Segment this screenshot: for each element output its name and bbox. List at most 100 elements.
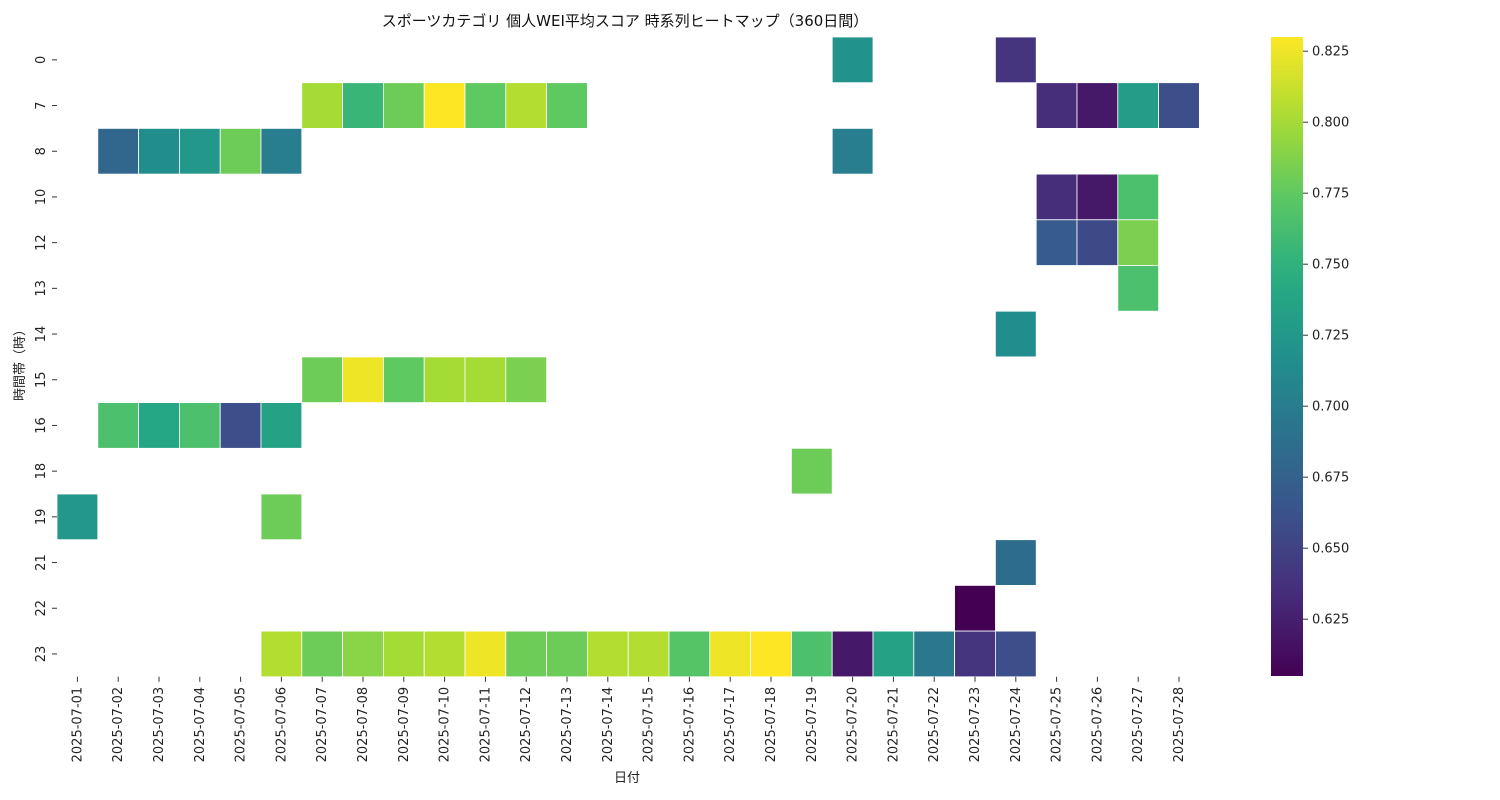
- heatmap-cell: [587, 630, 629, 678]
- heatmap-cell: [791, 447, 833, 495]
- x-tick-label: 2025-07-26: [1090, 687, 1105, 763]
- y-tick-label: 16: [34, 417, 49, 434]
- x-tick-label: 2025-07-28: [1172, 687, 1187, 763]
- x-tick-label: 2025-07-25: [1050, 687, 1065, 763]
- colorbar: [1271, 37, 1303, 676]
- heatmap-cell: [464, 82, 507, 129]
- heatmap-cell: [1117, 82, 1160, 129]
- heatmap-cell: [342, 630, 384, 678]
- heatmap-cell: [505, 82, 547, 129]
- heatmap-cell: [1117, 173, 1160, 221]
- heatmap-cell: [1158, 82, 1200, 129]
- heatmap-cell: [750, 630, 792, 678]
- colorbar-tick-label: 0.725: [1312, 329, 1349, 344]
- heatmap-cell: [1117, 219, 1160, 266]
- x-tick-label: 2025-07-09: [397, 687, 412, 763]
- heatmap-cell: [995, 36, 1037, 84]
- heatmap-cell: [1076, 82, 1119, 129]
- x-tick-label: 2025-07-18: [764, 687, 779, 763]
- x-tick-label: 2025-07-27: [1131, 687, 1146, 763]
- heatmap-cell: [342, 82, 384, 129]
- y-tick-label: 21: [34, 554, 49, 571]
- heatmap-cell: [219, 127, 262, 175]
- heatmap-cell: [872, 630, 915, 678]
- y-axis-ticks: 0 7 8 10 12 13 14 15 16 18 19 21 22 23: [34, 56, 57, 663]
- heatmap-cell: [382, 356, 425, 403]
- heatmap-cell: [546, 630, 588, 678]
- heatmap-cell: [301, 82, 343, 129]
- heatmap-cell: [464, 630, 507, 678]
- heatmap-cell: [1076, 219, 1119, 266]
- heatmap-cell: [301, 630, 343, 678]
- colorbar-tick-label: 0.775: [1312, 187, 1349, 202]
- x-tick-label: 2025-07-10: [438, 687, 453, 763]
- heatmap-cell: [260, 402, 303, 449]
- y-tick-label: 15: [34, 371, 49, 388]
- heatmap-cell: [709, 630, 751, 678]
- heatmap-cell: [423, 82, 466, 129]
- colorbar-tick-label: 0.750: [1312, 258, 1349, 273]
- heatmap-cell: [219, 402, 262, 449]
- y-tick-label: 8: [34, 147, 49, 155]
- heatmap-cell: [301, 356, 343, 403]
- heatmap-cell: [423, 356, 466, 403]
- colorbar-tick-label: 0.800: [1312, 116, 1349, 131]
- heatmap-cell: [260, 493, 303, 541]
- heatmap-cell: [831, 127, 874, 175]
- x-tick-label: 2025-07-07: [315, 687, 330, 763]
- heatmap-cell: [178, 127, 221, 175]
- colorbar-tick-label: 0.700: [1312, 400, 1349, 415]
- y-tick-label: 13: [34, 280, 49, 297]
- heatmap-cell: [1035, 82, 1078, 129]
- x-tick-label: 2025-07-11: [478, 687, 493, 763]
- heatmap-cell: [97, 127, 140, 175]
- heatmap-cell: [260, 630, 303, 678]
- x-tick-label: 2025-07-19: [805, 687, 820, 763]
- x-tick-label: 2025-07-05: [234, 687, 249, 763]
- colorbar-ticks: 0.625 0.650 0.675 0.700 0.725 0.750 0.775 0.800…: [1303, 45, 1349, 628]
- x-tick-label: 2025-07-21: [886, 687, 901, 763]
- heatmap-cell: [1035, 219, 1078, 266]
- heatmap-cell: [995, 310, 1037, 358]
- heatmap-cells: [56, 36, 1200, 678]
- heatmap-cell: [56, 493, 99, 541]
- heatmap-cell: [1076, 173, 1119, 221]
- y-tick-label: 14: [34, 326, 49, 343]
- x-tick-label: 2025-07-01: [70, 687, 85, 763]
- heatmap-cell: [791, 630, 833, 678]
- heatmap-cell: [382, 630, 425, 678]
- heatmap-cell: [954, 585, 996, 632]
- heatmap-cell: [138, 402, 180, 449]
- heatmap-cell: [505, 630, 547, 678]
- heatmap-cell: [627, 630, 670, 678]
- heatmap-cell: [1117, 265, 1160, 312]
- x-axis-label: 日付: [614, 771, 640, 786]
- heatmap-cell: [995, 630, 1037, 678]
- x-tick-label: 2025-07-03: [152, 687, 167, 763]
- x-tick-label: 2025-07-17: [723, 687, 738, 763]
- y-tick-label: 18: [34, 463, 49, 480]
- heatmap-cell: [831, 36, 874, 84]
- y-tick-label: 19: [34, 509, 49, 526]
- x-tick-label: 2025-07-14: [601, 687, 616, 763]
- colorbar-tick-label: 0.675: [1312, 471, 1349, 486]
- x-tick-label: 2025-07-13: [560, 687, 575, 763]
- y-tick-label: 22: [34, 600, 49, 617]
- y-tick-label: 23: [34, 646, 49, 663]
- heatmap-cell: [954, 630, 996, 678]
- x-tick-label: 2025-07-16: [682, 687, 697, 763]
- y-tick-label: 10: [34, 189, 49, 206]
- heatmap-cell: [913, 630, 955, 678]
- x-tick-label: 2025-07-02: [111, 687, 126, 763]
- heatmap-cell: [668, 630, 711, 678]
- y-tick-label: 0: [34, 56, 49, 64]
- heatmap-cell: [464, 356, 507, 403]
- heatmap-cell: [995, 539, 1037, 586]
- heatmap-cell: [382, 82, 425, 129]
- chart-title: スポーツカテゴリ 個人WEI平均スコア 時系列ヒートマップ（360日間）: [382, 12, 869, 30]
- y-axis-label: 時間帯（時）: [13, 323, 28, 401]
- x-tick-label: 2025-07-24: [1009, 687, 1024, 763]
- heatmap-cell: [260, 127, 303, 175]
- x-tick-label: 2025-07-20: [846, 687, 861, 763]
